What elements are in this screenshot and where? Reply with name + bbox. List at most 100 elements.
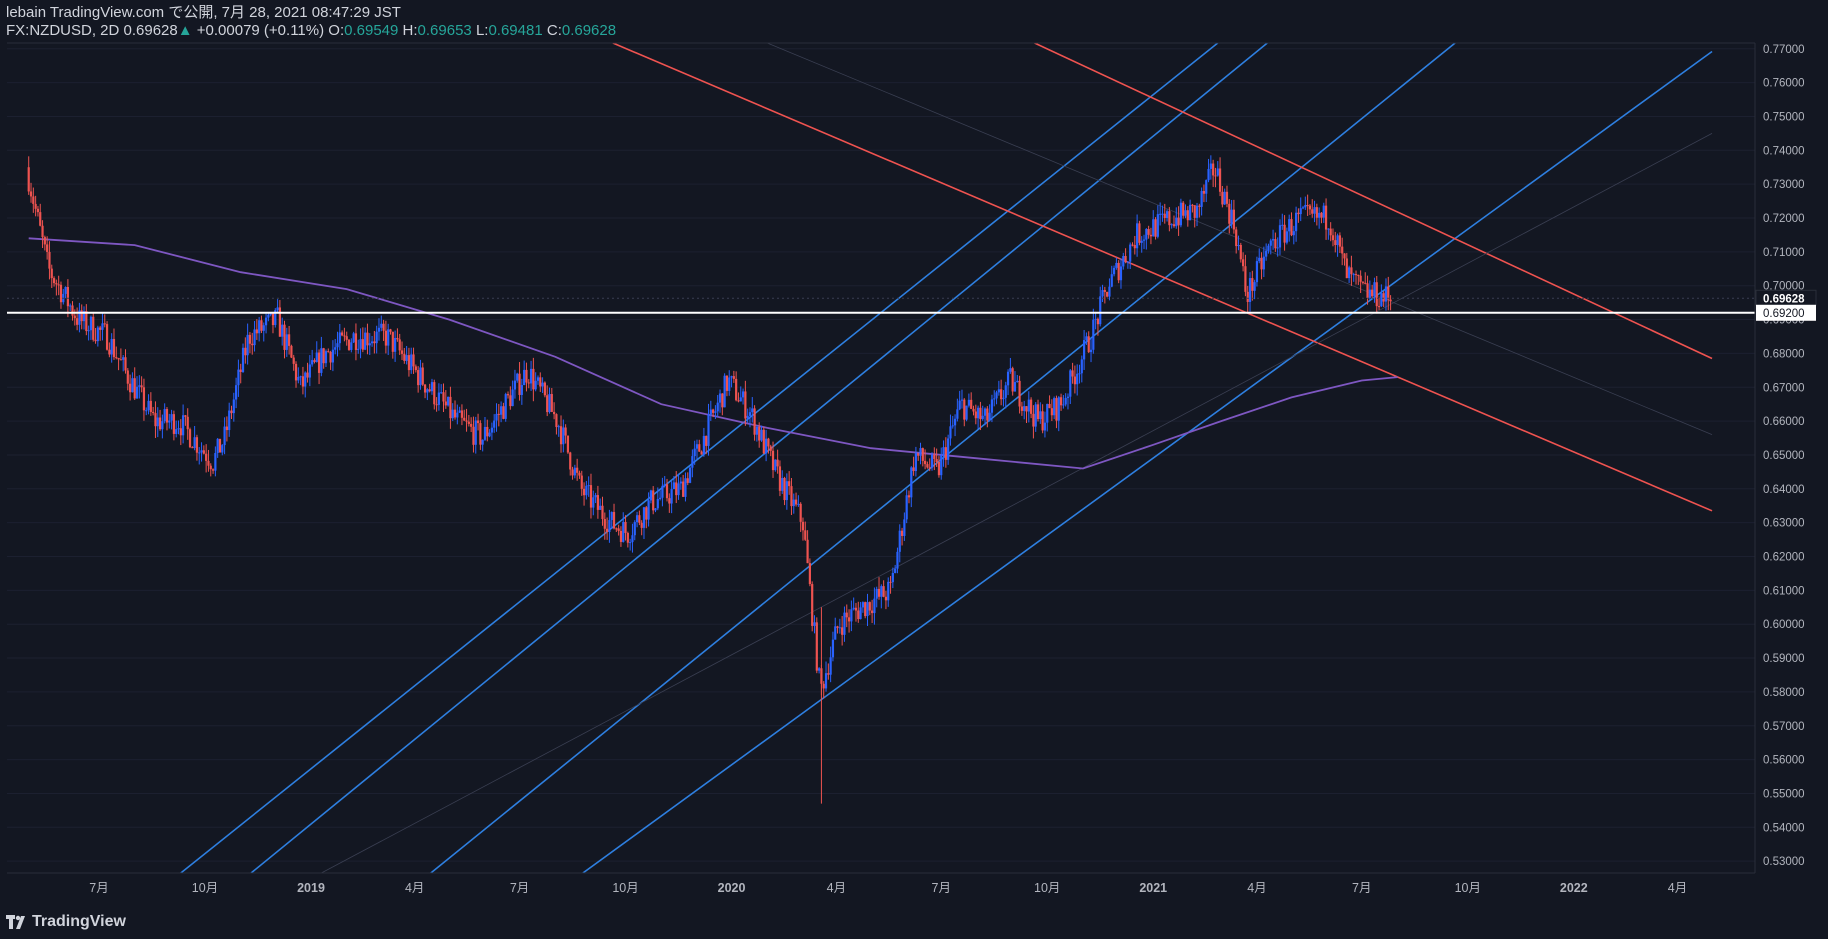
- candle-body: [1338, 235, 1341, 247]
- candle-body: [850, 609, 853, 622]
- candle-body: [672, 482, 676, 490]
- candle-body: [963, 399, 966, 420]
- candle-body: [343, 335, 346, 337]
- candle-body: [488, 432, 491, 437]
- candle-body: [599, 505, 602, 510]
- trend-lines[interactable]: [180, 43, 1713, 873]
- candle-body: [562, 427, 565, 445]
- time-tick-label: 10月: [1455, 881, 1481, 895]
- candle-body: [1357, 274, 1360, 276]
- candle-body: [1375, 282, 1378, 307]
- candle-body: [1352, 274, 1355, 276]
- tradingview-logo[interactable]: TradingView: [6, 913, 126, 931]
- candle-body: [771, 450, 775, 471]
- price-tick-label: 0.59000: [1763, 653, 1805, 665]
- candle-body: [34, 203, 37, 209]
- candle-body: [1331, 235, 1335, 241]
- candle-body: [467, 421, 470, 424]
- candle-body: [921, 448, 924, 461]
- candle-body: [847, 617, 851, 622]
- candle-body: [988, 412, 991, 421]
- time-tick-label: 4月: [827, 881, 846, 895]
- price-axis-bg[interactable]: [1755, 43, 1828, 873]
- candle-body: [66, 286, 69, 307]
- candle-body: [442, 392, 445, 402]
- candle-body: [947, 438, 950, 460]
- time-tick-label: 7月: [932, 881, 951, 895]
- candle-body: [168, 420, 171, 423]
- candle-body: [993, 398, 996, 400]
- candle-body: [1145, 229, 1148, 240]
- candle-body: [506, 394, 510, 396]
- candle-body: [232, 399, 235, 414]
- symbol-interval[interactable]: FX:NZDUSD, 2D: [6, 22, 120, 39]
- candle-body: [758, 426, 761, 441]
- level-price-label: 0.69200: [1763, 308, 1805, 320]
- low-value: 0.69481: [488, 22, 543, 39]
- candle-body: [170, 414, 173, 421]
- candle-body: [103, 323, 106, 325]
- candle-body: [474, 420, 477, 445]
- time-tick-label: 7月: [89, 881, 108, 895]
- candle-body: [1209, 163, 1212, 169]
- price-tick-label: 0.53000: [1763, 856, 1805, 868]
- candle-body: [880, 586, 883, 597]
- candle-body: [209, 465, 212, 470]
- candle-body: [244, 347, 247, 356]
- candle-body: [444, 401, 447, 406]
- candle-body: [760, 429, 763, 441]
- candle-body: [36, 208, 40, 213]
- candle-body: [283, 324, 286, 350]
- price-tick-label: 0.72000: [1763, 213, 1805, 225]
- candle-body: [767, 438, 770, 447]
- candle-body: [1094, 318, 1097, 320]
- grid: [7, 48, 1755, 862]
- candle-body: [877, 588, 881, 597]
- price-axis[interactable]: 0.53000 0.54000 0.55000 0.56000 0.57000 0.580…: [1763, 44, 1805, 868]
- candle-body: [1230, 209, 1233, 224]
- candle-body: [101, 323, 104, 330]
- candle-body: [813, 622, 816, 626]
- candle-body: [834, 626, 837, 640]
- candle-body: [311, 360, 314, 365]
- candle-body: [156, 417, 159, 427]
- candle-body: [1278, 225, 1282, 248]
- candle-body: [640, 522, 643, 528]
- candle-body: [718, 393, 722, 403]
- candle-body: [352, 333, 355, 343]
- candle-body: [1361, 281, 1365, 283]
- candle-body: [647, 500, 650, 520]
- candle-body: [1175, 217, 1178, 227]
- candle-body: [1242, 259, 1245, 267]
- candle-body: [281, 324, 284, 337]
- candle-body: [753, 408, 756, 435]
- candle-body: [792, 499, 795, 507]
- candle-body: [1131, 244, 1134, 246]
- candle-body: [755, 426, 758, 435]
- candle-body: [262, 325, 265, 331]
- candle-body: [553, 411, 556, 415]
- candle-body: [804, 530, 807, 540]
- open-label: O:: [328, 22, 345, 39]
- time-axis[interactable]: 7月 10月 2019 4月 7月 10月 2020 4月 7月 10月 2021 4月 7月 10月 20…: [89, 881, 1687, 895]
- candle-body: [1265, 250, 1268, 257]
- candle-body: [852, 607, 855, 610]
- candle-body: [986, 408, 989, 421]
- candle-body: [274, 310, 277, 326]
- candle-body: [645, 507, 648, 520]
- candle-body: [163, 409, 166, 422]
- candle-body: [783, 477, 786, 501]
- candle-body: [497, 413, 500, 415]
- candle-body: [1186, 210, 1189, 221]
- horizontal-level[interactable]: [7, 297, 1755, 314]
- candle-body: [896, 551, 899, 569]
- candle-body: [115, 357, 118, 359]
- candle-body: [1207, 168, 1210, 181]
- channel-line-blue: [250, 43, 1268, 873]
- candle-body: [1276, 247, 1279, 249]
- candle-body: [610, 512, 613, 521]
- channel-line-blue: [582, 50, 1713, 873]
- candle-body: [979, 407, 982, 420]
- low-label: L:: [475, 22, 489, 39]
